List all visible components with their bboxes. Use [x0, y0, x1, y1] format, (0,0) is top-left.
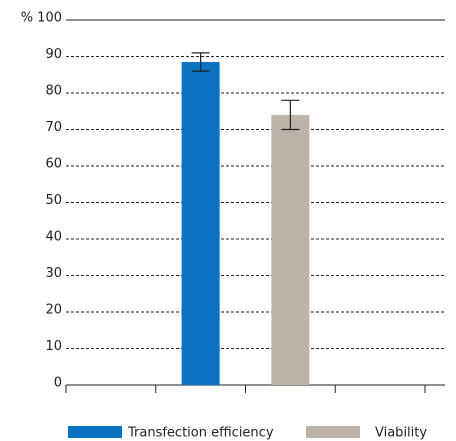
legend-swatch — [68, 426, 122, 438]
y-tick-label: 20 — [45, 303, 62, 318]
y-tick-label: 90 — [45, 47, 62, 62]
y-tick-label: 30 — [45, 266, 62, 281]
y-tick-label: 60 — [45, 157, 62, 172]
bar — [181, 61, 220, 385]
y-tick-label: 40 — [45, 230, 62, 245]
y-tick-label: 80 — [45, 84, 62, 99]
legend-swatch — [306, 426, 360, 438]
bar — [271, 114, 310, 386]
legend-label: Transfection efficiency — [127, 426, 274, 441]
error-bar — [281, 99, 300, 131]
y-tick-label: 70 — [45, 120, 62, 135]
y-tick-label: 10 — [45, 339, 62, 354]
y-tick-label: 50 — [45, 193, 62, 208]
legend-label: Viability — [375, 426, 427, 441]
y-tick-label: % 100 — [21, 11, 62, 26]
y-tick-label: 0 — [54, 376, 62, 391]
error-bar — [191, 52, 210, 72]
